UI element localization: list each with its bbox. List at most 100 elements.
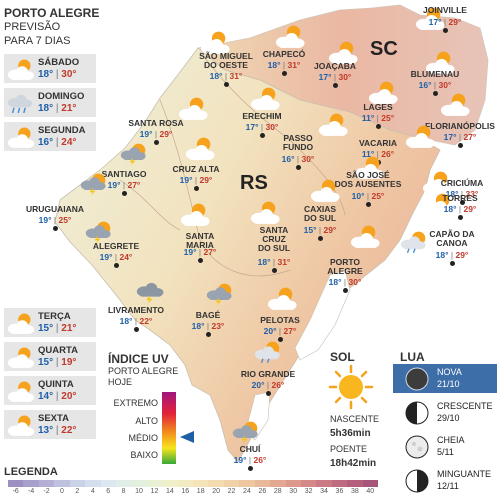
sun-cloud-icon: [440, 92, 470, 121]
legend-swatch: [177, 480, 194, 487]
moon-phase-2: CHEIA 5/11: [393, 432, 497, 461]
legend-tick-label: 30: [289, 488, 298, 495]
city-name: ERECHIM: [242, 111, 282, 121]
rain-sun-icon: [254, 340, 284, 369]
city-dot: [224, 82, 229, 87]
city-dot: [458, 215, 463, 220]
forecast-day-name: SEXTA: [38, 413, 69, 424]
city-temps: 17° | 27°: [443, 132, 477, 142]
moon-phase-0: NOVA 21/10: [393, 364, 497, 393]
sunset-label: POENTE: [330, 444, 368, 454]
moon-phase-name: MINGUANTE: [437, 469, 491, 479]
forecast-day-temps: 18° | 30°: [38, 69, 77, 80]
sunset-time: 18h42min: [330, 458, 377, 469]
moon-phase-date: 5/11: [437, 447, 454, 457]
legend-tick-label: 32: [304, 488, 313, 495]
city-name: JOAÇABA: [313, 61, 357, 71]
legend-ticks: -6 -4 -2 0 2 4 6 8 10 12 14 16 18 20 22 24 26 28 30 32 34 36 3…: [8, 488, 378, 498]
legend-tick-label: 36: [335, 488, 344, 495]
city-name: PASSO FUNDO: [282, 133, 314, 152]
city-name: FLORIANÓPOLIS: [425, 121, 495, 131]
city-temps: 17° | 29°: [428, 17, 462, 27]
forecast-day-name: TERÇA: [38, 311, 71, 322]
legend-tick-label: 34: [320, 488, 328, 495]
forecast-day-name: DOMINGO: [38, 91, 85, 102]
city-temps: 11° | 26°: [361, 149, 395, 159]
sun-cloud-icon: [7, 380, 35, 407]
sun-cloud-icon: [7, 58, 35, 85]
sun-cloud-icon: [275, 24, 305, 53]
city-temps: 19° | 27°: [183, 247, 217, 257]
city-temps: 16° | 30°: [418, 80, 452, 90]
sun-cloud-icon: [250, 200, 280, 229]
forecast-day-5: QUINTA 14° | 20°: [4, 376, 96, 405]
city-temps: 18° | 29°: [435, 250, 469, 260]
legend-tick-label: 4: [90, 488, 95, 495]
city-dot: [343, 288, 348, 293]
city-temps: 11° | 25°: [361, 113, 395, 123]
legend-swatch: [54, 480, 71, 487]
legend-tick-label: 24: [243, 488, 251, 495]
city-dot: [194, 186, 199, 191]
legend-tick-label: -4: [28, 488, 35, 495]
forecast-day-3: TERÇA 15° | 21°: [4, 308, 96, 337]
city-temps: 18° | 33°: [445, 189, 479, 199]
sun-cloud-icon: [180, 202, 210, 231]
legend-tick-label: -6: [12, 488, 19, 495]
city-temps: 20° | 26°: [251, 380, 285, 390]
uv-pointer-icon: [180, 431, 194, 443]
moon-phase-name: CHEIA: [437, 435, 465, 445]
city-name: ALEGRETE: [92, 241, 140, 251]
sun-cloud-icon: [178, 96, 208, 125]
city-temps: 19° | 29°: [139, 129, 173, 139]
sunrise-time: 5h36min: [330, 428, 371, 439]
forecast-day-temps: 15° | 19°: [38, 357, 77, 368]
legend-tick-label: 10: [135, 488, 143, 495]
city-name: RIO GRANDE: [240, 369, 296, 379]
legend-tick-label: 20: [212, 488, 221, 495]
city-dot: [248, 466, 253, 471]
moon-icon: [405, 435, 429, 464]
state-label-rs: RS: [240, 172, 268, 194]
city-dot: [53, 226, 58, 231]
moon-phase-3: MINGUANTE 12/11: [393, 466, 497, 495]
moon-title: LUA: [400, 350, 425, 364]
sun-icon: [328, 364, 374, 410]
forecast-day-temps: 16° | 24°: [38, 137, 77, 148]
forecast-day-1: DOMINGO 18° | 21°: [4, 88, 96, 117]
city-dot: [443, 28, 448, 33]
city-temps: 18° | 23°: [191, 321, 225, 331]
legend-swatch: [362, 480, 379, 487]
legend-swatch: [193, 480, 209, 487]
city-name: PORTO ALEGRE: [327, 257, 363, 276]
sun-cloud-icon: [7, 126, 35, 153]
legend-swatch: [331, 480, 348, 487]
city-name: CAPÃO DA CANOA: [429, 229, 475, 248]
legend-swatch: [8, 480, 24, 487]
sun-cloud-icon: [200, 30, 230, 59]
city-temps: 15° | 29°: [303, 225, 337, 235]
city-dot: [433, 91, 438, 96]
sun-cloud-icon: [185, 136, 215, 165]
city-temps: 18° | 29°: [443, 204, 477, 214]
city-dot: [450, 261, 455, 266]
city-temps: 18° | 30°: [328, 277, 362, 287]
sun-cloud-icon: [267, 286, 297, 315]
city-name: CAXIAS DO SUL: [303, 204, 337, 223]
moon-phase-1: CRESCENTE 29/10: [393, 398, 497, 427]
storm-sun-icon: [85, 220, 115, 249]
city-temps: 18° | 22°: [119, 316, 153, 326]
legend-swatch: [208, 480, 225, 487]
storm-sun-icon: [80, 172, 110, 201]
legend-swatch: [115, 480, 132, 487]
moon-icon: [405, 367, 429, 396]
forecast-day-name: QUARTA: [38, 345, 78, 356]
city-temps: 19° | 25°: [38, 215, 72, 225]
rs-state-shape: [54, 47, 441, 463]
city-dot: [333, 83, 338, 88]
legend-tick-label: 6: [106, 488, 111, 495]
city-temps: 19° | 29°: [179, 175, 213, 185]
uv-scale-labels: EXTREMO ALTO MÉDIO BAIXO: [108, 395, 158, 465]
uv-level-baixo: BAIXO: [130, 450, 158, 460]
